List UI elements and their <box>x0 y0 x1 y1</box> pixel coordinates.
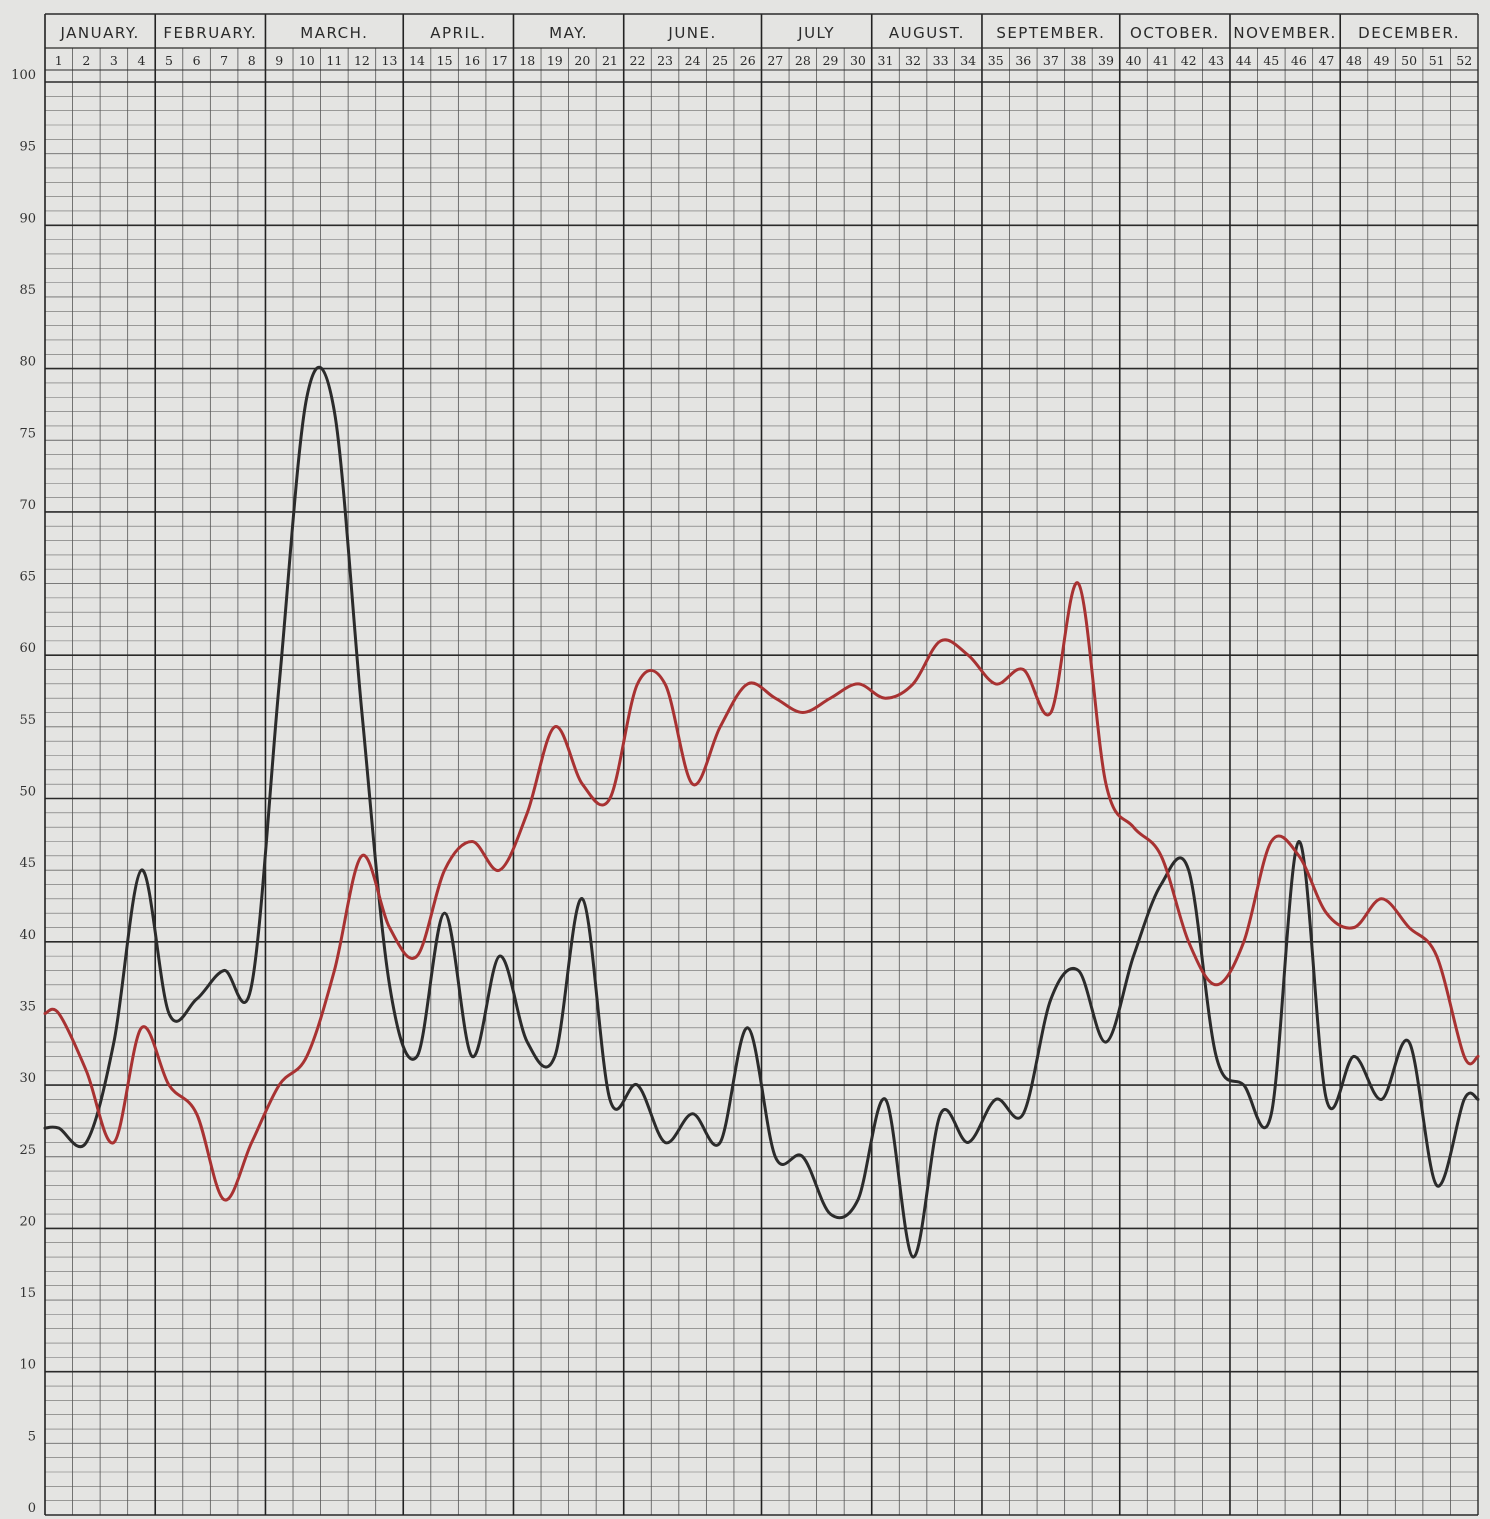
week-label: 52 <box>1456 53 1472 68</box>
month-label: MAY. <box>549 24 588 42</box>
week-label: 28 <box>795 53 811 68</box>
week-label: 36 <box>1015 53 1031 68</box>
week-label: 6 <box>193 53 201 68</box>
month-label: NOVEMBER. <box>1233 24 1336 42</box>
week-label: 2 <box>82 53 90 68</box>
week-label: 19 <box>547 53 563 68</box>
week-label: 48 <box>1346 53 1362 68</box>
y-tick-label: 85 <box>19 283 36 298</box>
y-tick-label: 100 <box>11 68 36 83</box>
series-line-1 <box>43 365 1480 1259</box>
week-label: 35 <box>988 53 1004 68</box>
week-label: 22 <box>630 53 646 68</box>
y-tick-label: 60 <box>19 641 36 656</box>
week-label: 32 <box>905 53 921 68</box>
y-tick-label: 75 <box>19 426 36 441</box>
week-label: 21 <box>602 53 618 68</box>
week-label: 40 <box>1126 53 1142 68</box>
month-label: MARCH. <box>300 24 368 42</box>
week-label: 43 <box>1208 53 1224 68</box>
y-tick-label: 10 <box>19 1358 36 1373</box>
week-label: 4 <box>137 53 145 68</box>
week-label: 1 <box>55 53 63 68</box>
week-label: 24 <box>685 53 701 68</box>
y-tick-label: 15 <box>19 1286 36 1301</box>
week-label: 23 <box>657 53 673 68</box>
y-tick-label: 90 <box>19 211 36 226</box>
y-tick-label: 30 <box>19 1071 36 1086</box>
week-label: 29 <box>822 53 838 68</box>
series-line-2 <box>43 581 1480 1202</box>
month-label: OCTOBER. <box>1130 24 1220 42</box>
month-label: JUNE. <box>667 24 716 42</box>
week-label: 47 <box>1318 53 1334 68</box>
y-axis-tick-labels: 0 5 10 15 20 25 30 35 40 45 50 55 60 65 70 75 80 85 90 95 10… <box>11 68 36 1516</box>
y-tick-label: 20 <box>19 1214 36 1229</box>
week-label: 31 <box>878 53 894 68</box>
month-label: JANUARY. <box>59 24 139 42</box>
week-label: 13 <box>382 53 398 68</box>
month-label: FEBRUARY. <box>163 24 257 42</box>
month-week-header: JANUARY. FEBRUARY. MARCH. APRIL. MAY. JUNE. JU… <box>45 13 1478 71</box>
week-label: 27 <box>767 53 783 68</box>
y-tick-label: 95 <box>19 140 36 155</box>
month-label: SEPTEMBER. <box>996 24 1105 42</box>
week-label: 10 <box>299 53 315 68</box>
week-label: 17 <box>492 53 508 68</box>
week-label: 34 <box>960 53 976 68</box>
week-label: 14 <box>409 53 425 68</box>
week-label: 37 <box>1043 53 1059 68</box>
y-tick-label: 65 <box>19 570 36 585</box>
week-label: 30 <box>850 53 866 68</box>
week-label: 41 <box>1153 53 1169 68</box>
y-tick-label: 55 <box>19 713 36 728</box>
week-label: 42 <box>1181 53 1197 68</box>
y-tick-label: 5 <box>28 1429 36 1444</box>
week-label: 16 <box>464 53 480 68</box>
week-label: 51 <box>1429 53 1445 68</box>
week-label: 11 <box>326 53 342 68</box>
week-label: 9 <box>275 53 283 68</box>
y-tick-label: 0 <box>28 1501 36 1516</box>
major-gridlines <box>44 14 1479 1516</box>
week-label: 25 <box>712 53 728 68</box>
week-label: 18 <box>519 53 535 68</box>
week-label: 33 <box>933 53 949 68</box>
y-tick-label: 40 <box>19 928 36 943</box>
week-label: 15 <box>437 53 453 68</box>
week-label: 3 <box>110 53 118 68</box>
y-tick-label: 35 <box>19 999 36 1014</box>
week-label: 45 <box>1263 53 1279 68</box>
y-tick-label: 70 <box>19 498 36 513</box>
week-label: 39 <box>1098 53 1114 68</box>
month-label: JULY <box>797 24 835 42</box>
week-label: 7 <box>220 53 228 68</box>
y-tick-label: 25 <box>19 1143 36 1158</box>
week-label: 38 <box>1070 53 1086 68</box>
series-lines <box>43 365 1480 1259</box>
week-label: 12 <box>354 53 370 68</box>
week-label: 8 <box>248 53 256 68</box>
y-tick-label: 80 <box>19 355 36 370</box>
month-label: AUGUST. <box>889 24 965 42</box>
y-tick-label: 45 <box>19 856 36 871</box>
week-label: 49 <box>1374 53 1390 68</box>
week-label: 46 <box>1291 53 1307 68</box>
week-label: 50 <box>1401 53 1417 68</box>
week-label: 44 <box>1236 53 1252 68</box>
week-label: 5 <box>165 53 173 68</box>
month-label: DECEMBER. <box>1358 24 1460 42</box>
week-label: 26 <box>740 53 756 68</box>
month-label: APRIL. <box>430 24 486 42</box>
week-label: 20 <box>574 53 590 68</box>
y-tick-label: 50 <box>19 785 36 800</box>
